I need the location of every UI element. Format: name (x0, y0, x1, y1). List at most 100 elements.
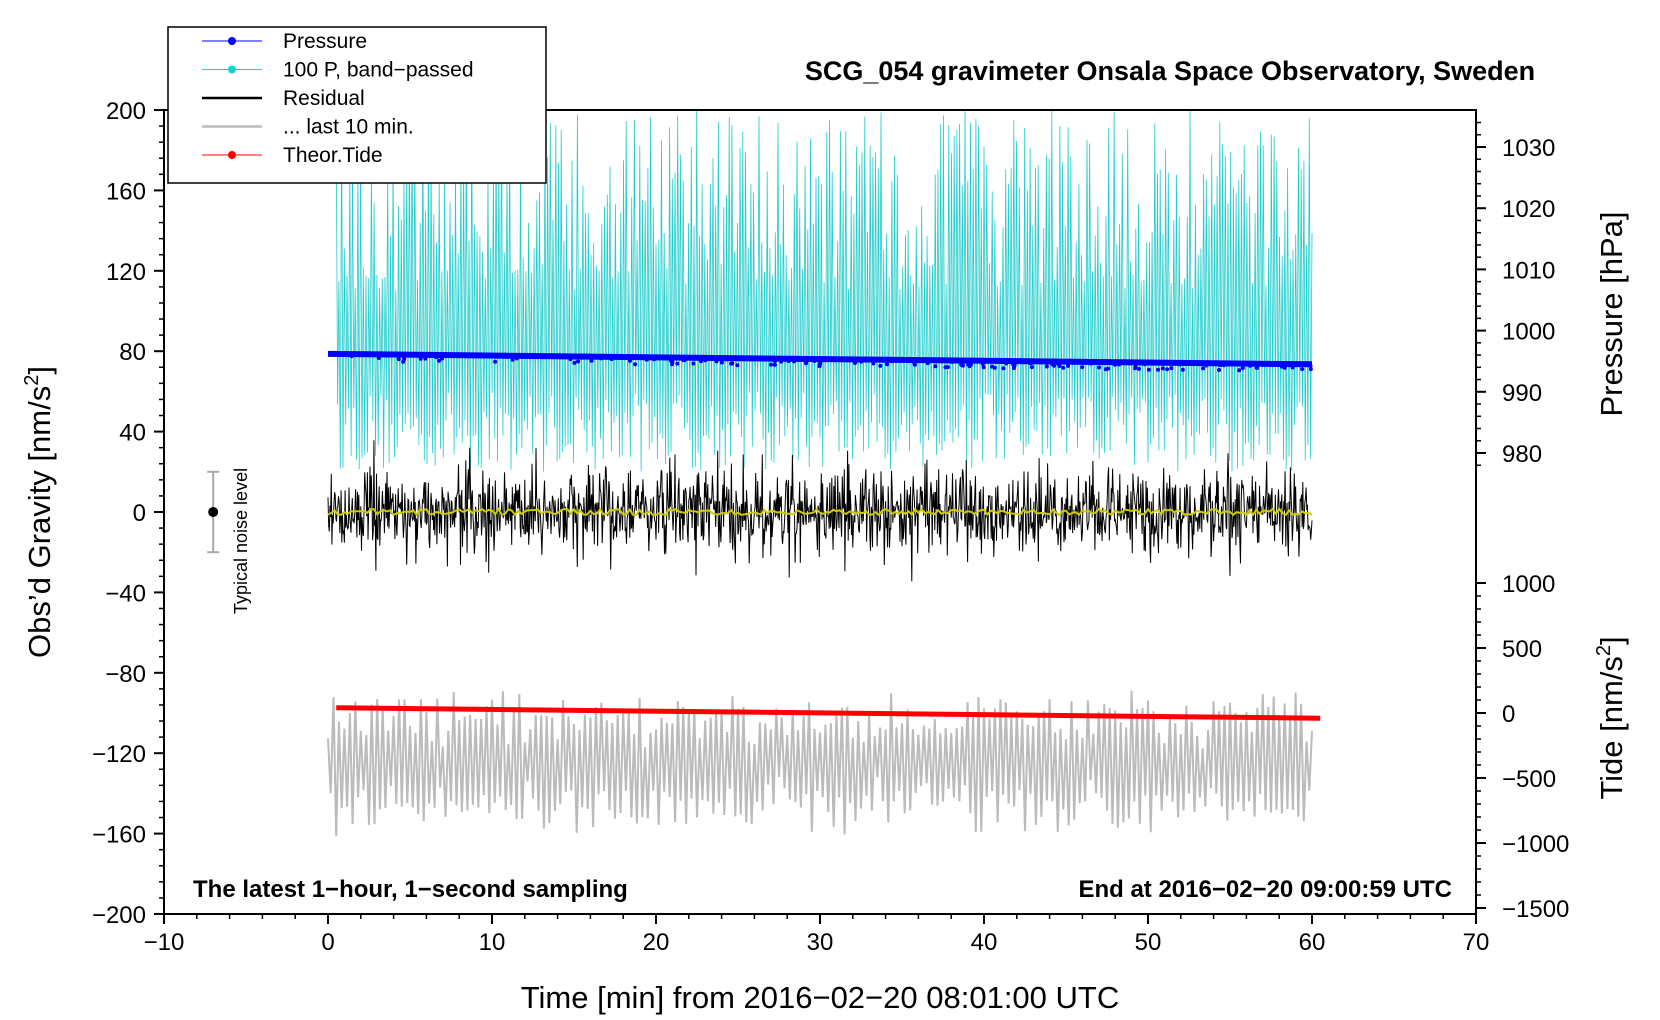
pressure-point (1050, 362, 1055, 367)
noise-level-indicator (207, 470, 220, 554)
pressure-point (1071, 360, 1076, 365)
pressure-point (1165, 367, 1170, 372)
x-tick-label: 70 (1463, 929, 1490, 956)
x-tick-label: 10 (479, 929, 506, 956)
pressure-point (769, 362, 773, 367)
x-axis-label: Time [min] from 2016−02−20 08:01:00 UTC (521, 980, 1120, 1015)
annotation-sampling: The latest 1−hour, 1−second sampling (193, 876, 628, 903)
y-left-tick-label: 160 (106, 178, 146, 205)
pressure-point (1088, 361, 1093, 366)
legend-label: 100 P, band−passed (283, 59, 474, 82)
pressure-point (820, 357, 825, 362)
pressure-point (912, 361, 917, 366)
y-left-tick-label: 0 (133, 500, 146, 527)
pressure-point (1029, 365, 1034, 370)
pressure-point (792, 359, 797, 364)
x-tick-label: 40 (971, 929, 998, 956)
pressure-point (926, 358, 931, 363)
pressure-point (584, 355, 589, 360)
pressure-point (1290, 365, 1295, 370)
x-tick-label: 50 (1135, 929, 1162, 956)
y-left-label-sup: 2 (21, 375, 43, 386)
x-tick-label: 0 (321, 929, 334, 956)
pressure-point (1156, 367, 1161, 372)
pressure-point (349, 354, 354, 359)
tide-tick-label: −500 (1502, 766, 1556, 793)
pressure-point (659, 356, 664, 360)
pressure-point (1204, 363, 1209, 368)
pressure-point (691, 356, 696, 361)
pressure-tick-label: 1030 (1502, 135, 1555, 162)
pressure-point (1080, 365, 1085, 370)
pressure-tick-label: 1000 (1502, 319, 1555, 346)
pressure-point (1113, 362, 1117, 367)
pressure-point (714, 359, 719, 364)
pressure-point (919, 358, 924, 363)
pressure-point (469, 353, 474, 358)
pressure-point (936, 358, 941, 363)
pressure-point (1004, 361, 1009, 366)
tide-axis-label: Tide [nm/s2] (1593, 636, 1629, 799)
pressure-point (933, 364, 938, 369)
pressure-point (1169, 366, 1174, 371)
pressure-point (945, 365, 950, 370)
pressure-point (510, 357, 515, 362)
y-left-axis-label: Obs’d Gravity [nm/s2] (21, 366, 57, 658)
y-left-label-main: Obs’d Gravity [nm/s (22, 386, 57, 658)
pressure-point (1010, 359, 1014, 364)
pressure-point (652, 357, 657, 362)
pressure-point (592, 354, 597, 359)
annotation-end-time: End at 2016−02−20 09:00:59 UTC (1078, 876, 1452, 903)
tide-label-main: Tide [nm/s (1594, 656, 1629, 800)
pressure-point (1249, 362, 1254, 367)
x-axis-ticks: −10 0 10 20 30 40 50 60 70 (144, 914, 1490, 956)
pressure-point (735, 363, 740, 368)
pressure-point (1012, 363, 1017, 368)
pressure-point (609, 357, 614, 362)
tide-axis-ticks: 1000 500 0 −500 −1000 −1500 (1476, 571, 1569, 923)
legend: Pressure 100 P, band−passed Residual ... la… (167, 26, 547, 184)
pressure-axis-label: Pressure [hPa] (1594, 211, 1629, 416)
y-left-tick-label: −200 (92, 902, 146, 929)
pressure-point (699, 359, 703, 364)
pressure-point (895, 358, 900, 363)
legend-items: Pressure 100 P, band−passed Residual ... la… (202, 30, 474, 167)
tide-tick-label: 1000 (1502, 571, 1555, 598)
series-last-10-min (327, 690, 1313, 837)
pressure-point (1061, 365, 1066, 370)
pressure-tick-label: 1010 (1502, 257, 1555, 284)
pressure-point (729, 361, 734, 366)
pressure-point (397, 353, 402, 358)
pressure-point (670, 360, 675, 365)
pressure-point (401, 359, 406, 364)
pressure-point (1116, 362, 1121, 367)
pressure-point (1137, 366, 1141, 371)
pressure-point (1217, 368, 1221, 372)
pressure-point (992, 365, 997, 370)
pressure-point (1237, 368, 1242, 373)
pressure-tick-label: 1020 (1502, 196, 1555, 223)
pressure-point (550, 354, 555, 359)
legend-marker (228, 151, 236, 159)
pressure-point (779, 359, 784, 364)
pressure-point (633, 362, 638, 367)
y-left-label-end: ] (22, 366, 57, 375)
pressure-point (1218, 363, 1223, 368)
pressure-point (628, 356, 633, 361)
tide-tick-label: −1500 (1502, 896, 1569, 923)
pressure-point (682, 358, 687, 363)
pressure-point (505, 354, 509, 359)
pressure-point (1161, 361, 1166, 366)
legend-label: ... last 10 min. (283, 116, 414, 139)
x-tick-label: −10 (144, 929, 185, 956)
chart-title: SCG_054 gravimeter Onsala Space Observat… (805, 56, 1535, 86)
noise-level-label: Typical noise level (231, 468, 251, 614)
pressure-point (772, 359, 777, 363)
pressure-point (1239, 362, 1244, 367)
pressure-point (418, 356, 423, 361)
noise-bar-center-dot (208, 507, 219, 517)
pressure-point (440, 356, 444, 361)
pressure-point (890, 359, 894, 364)
tide-tick-label: 500 (1502, 636, 1542, 663)
pressure-point (725, 357, 730, 362)
